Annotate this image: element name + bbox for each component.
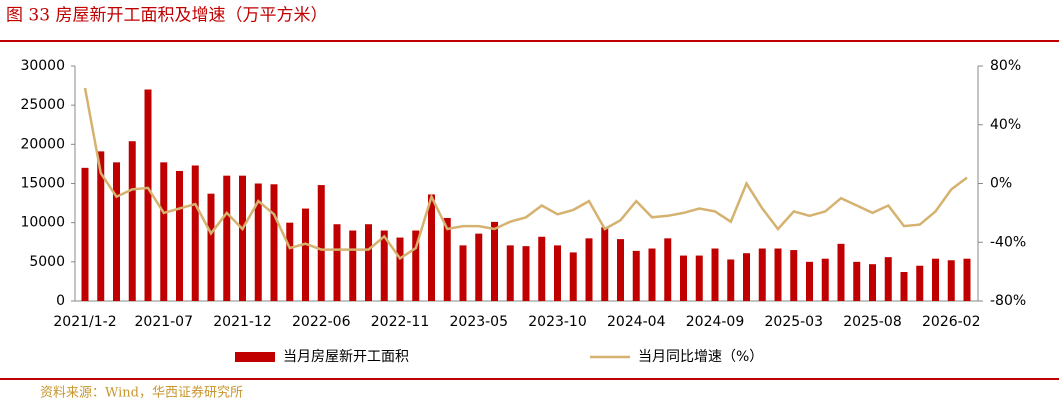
bar <box>601 227 609 301</box>
bar <box>302 208 309 301</box>
bar <box>506 245 514 301</box>
source-note: 资料来源：Wind，华西证券研究所 <box>40 385 243 401</box>
bar <box>380 230 388 301</box>
y2-tick-label: 40% <box>990 117 1021 133</box>
bar <box>963 258 971 301</box>
bar <box>569 252 577 301</box>
bar <box>821 258 829 301</box>
bar <box>758 248 766 301</box>
bar <box>223 175 231 301</box>
bar <box>743 253 750 301</box>
x-tick-label: 2025-03 <box>765 314 824 330</box>
bar <box>365 224 372 301</box>
bar <box>680 255 687 301</box>
x-tick-label: 2023-05 <box>450 314 509 330</box>
bar <box>428 194 435 301</box>
y-tick-label: 10000 <box>20 215 65 231</box>
bar <box>459 245 467 301</box>
bar <box>286 222 294 301</box>
y2-tick-label: -80% <box>990 293 1026 309</box>
bar <box>270 184 278 301</box>
bar <box>522 246 530 301</box>
bar <box>128 141 136 301</box>
bar <box>884 257 892 301</box>
y2-tick-label: -40% <box>990 234 1026 250</box>
bar <box>538 236 546 301</box>
bar <box>837 243 845 301</box>
bar <box>869 264 876 301</box>
x-tick-label: 2021/1-2 <box>53 314 116 330</box>
bar <box>317 185 325 301</box>
bar <box>664 238 672 301</box>
bar <box>176 170 183 301</box>
bar <box>711 248 719 301</box>
bar <box>239 175 246 301</box>
x-tick-label: 2025-08 <box>843 314 902 330</box>
bar <box>396 237 404 301</box>
x-tick-label: 2024-09 <box>686 314 745 330</box>
bar <box>160 162 168 301</box>
chart-title: 图 33 房屋新开工面积及增速（万平方米） <box>6 6 327 26</box>
x-tick-label: 2021-12 <box>213 314 272 330</box>
y-tick-label: 15000 <box>20 176 65 192</box>
x-tick-label: 2021-07 <box>135 314 194 330</box>
x-tick-label: 2023-10 <box>528 314 587 330</box>
x-tick-label: 2026-02 <box>922 314 981 330</box>
bar <box>695 255 703 301</box>
bar <box>916 265 924 301</box>
bar <box>475 233 483 301</box>
bar <box>81 167 89 301</box>
y-tick-label: 20000 <box>20 136 65 152</box>
y2-tick-label: 80% <box>990 58 1021 74</box>
bar <box>491 221 498 301</box>
y-tick-label: 25000 <box>20 97 65 113</box>
bar <box>207 193 215 301</box>
bar <box>806 261 813 301</box>
bar <box>790 250 798 301</box>
bar <box>144 89 152 301</box>
bar <box>727 259 735 301</box>
x-tick-label: 2024-04 <box>607 314 666 330</box>
x-tick-label: 2022-06 <box>292 314 351 330</box>
y2-tick-label: 0% <box>990 176 1012 192</box>
bar <box>349 230 357 301</box>
bar <box>443 217 451 301</box>
bar <box>585 238 593 301</box>
legend-label: 当月房屋新开工面积 <box>283 349 409 365</box>
bar <box>932 258 939 301</box>
line <box>83 87 968 261</box>
bar <box>648 248 656 301</box>
bar <box>774 248 782 301</box>
bar <box>632 250 640 301</box>
x-tick-label: 2022-11 <box>371 314 430 330</box>
y-tick-label: 5000 <box>29 254 65 270</box>
y-tick-label: 30000 <box>20 58 65 74</box>
legend-swatch <box>235 352 275 362</box>
bar <box>113 162 120 301</box>
bar <box>554 245 561 301</box>
bar <box>900 272 908 301</box>
legend-label: 当月同比增速（%） <box>638 349 763 365</box>
bar <box>412 230 420 301</box>
bar <box>333 224 341 301</box>
bar <box>947 260 955 301</box>
bar <box>97 151 105 301</box>
bar <box>254 183 262 301</box>
y-tick-label: 0 <box>56 293 65 309</box>
bar <box>853 261 861 301</box>
bar <box>617 239 624 301</box>
bar <box>191 165 199 301</box>
